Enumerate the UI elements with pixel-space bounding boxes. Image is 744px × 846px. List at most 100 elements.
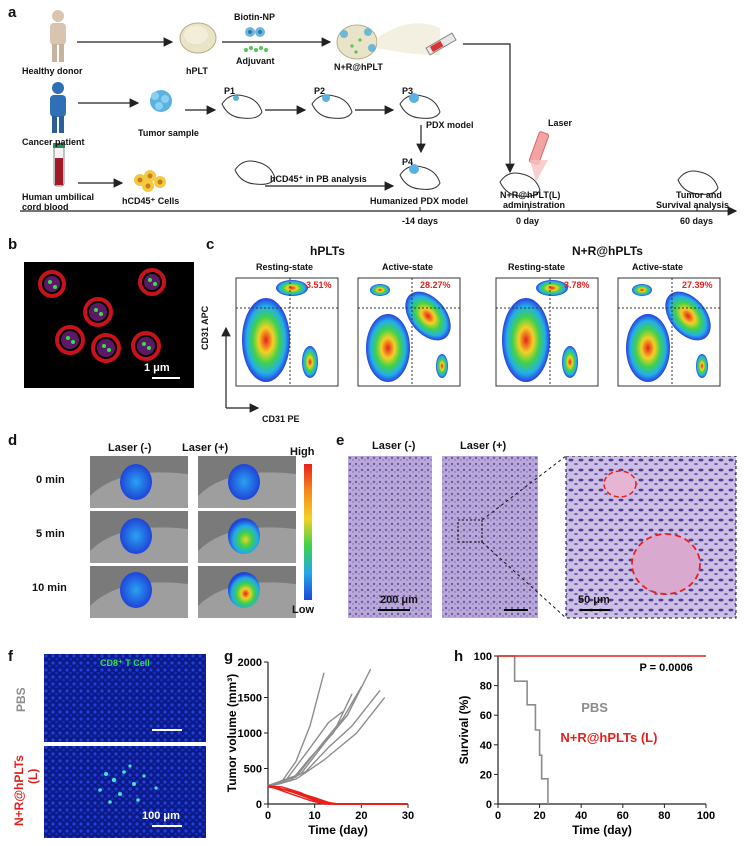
panel-h-x-label: Time (day) — [572, 823, 632, 837]
panel-h-y-tick-label: 80 — [480, 681, 492, 693]
laser-label: Laser — [548, 118, 573, 128]
adjuvant-label: Adjuvant — [236, 56, 275, 66]
panel-h-x-tick-label: 60 — [617, 810, 629, 822]
panel-h-y-tick-label: 60 — [480, 710, 492, 722]
panel-h-y-tick-label: 20 — [480, 769, 492, 781]
panel-c-flow-plots — [221, 277, 721, 413]
hcd45-cells-icon — [134, 170, 166, 192]
nr-hplt-icon — [336, 24, 378, 60]
humanized-pdx-label: Humanized PDX model — [370, 196, 469, 206]
panel-g-x-tick-label: 10 — [309, 810, 321, 822]
panel-g-y-tick-label: 2000 — [238, 657, 262, 669]
panel-g-x-tick-label: 30 — [402, 810, 414, 822]
panel-b-micrograph — [24, 262, 194, 388]
panel-c-yaxis: CD31 APC — [200, 305, 210, 350]
panel-d-letter: d — [8, 432, 18, 449]
panel-e-laser-neg: Laser (-) — [372, 440, 416, 452]
panel-c-pct-1: 3.51% — [306, 280, 332, 290]
panel-e-histology — [348, 456, 737, 619]
panel-g-y-label: Tumor volume (mm³) — [225, 674, 239, 792]
panel-h-y-tick-label: 100 — [474, 651, 492, 663]
panel-g-y-tick-label: 500 — [244, 764, 262, 776]
cord-blood-label-2: cord blood — [22, 202, 69, 212]
panel-f-letter: f — [8, 648, 13, 665]
panel-f-pbs-label: PBS — [14, 687, 28, 712]
panel-c-letter: c — [206, 236, 215, 253]
panel-f-scale: 100 μm — [142, 810, 180, 822]
panel-g-x-tick-label: 20 — [355, 810, 367, 822]
panel-f-cd8-label: CD8⁺ T Cell — [100, 658, 150, 668]
panel-d-t0: 0 min — [36, 474, 65, 486]
panel-g-treated-line-5 — [267, 785, 408, 805]
panel-h-chart: 0 20 40 60 80 100 0 20 40 60 80 100 Time (day) Surviv… — [457, 651, 715, 837]
panel-d-laser-pos: Laser (+) — [182, 442, 229, 454]
panel-g-pbs-line-2 — [267, 693, 353, 788]
nr-hplt-label: N+R@hPLT — [334, 62, 383, 72]
panel-g-pbs-line-0 — [267, 672, 325, 787]
tumor-survival-label-1: Tumor and — [676, 190, 722, 200]
panel-h-y-label: Survival (%) — [457, 696, 471, 765]
panel-c-pct-3: 3.78% — [564, 280, 590, 290]
panel-e-letter: e — [336, 432, 345, 449]
panel-g-y-tick-label: 0 — [256, 799, 262, 811]
panel-h-legend-pbs: PBS — [581, 700, 608, 715]
timeline-minus14: -14 days — [402, 216, 439, 226]
panel-a-schematic — [20, 10, 738, 216]
panel-c-resting-1: Resting-state — [256, 262, 314, 272]
hplt-label: hPLT — [186, 66, 208, 76]
panel-h-x-tick-label: 100 — [697, 810, 715, 822]
panel-g-treated-line-3 — [267, 785, 408, 805]
p4-label: P4 — [402, 157, 414, 167]
panel-e-scale2: 50 μm — [578, 594, 610, 606]
admin-label-1: N+R@hPLT(L) — [500, 190, 561, 200]
panel-g-x-tick-label: 0 — [265, 810, 271, 822]
syringe-icon — [425, 32, 457, 56]
panel-h-x-tick-label: 40 — [575, 810, 587, 822]
panel-g-y-tick-label: 1500 — [238, 693, 262, 705]
pdx-model-label: PDX model — [426, 120, 474, 130]
hcd45-pb-label: hCD45⁺ in PB analysis — [270, 174, 367, 184]
panel-g-pbs-line-3 — [267, 686, 362, 787]
panel-c-pct-2: 28.27% — [420, 280, 451, 290]
panel-h-series-line-0 — [498, 655, 549, 804]
panel-b-letter: b — [8, 236, 18, 253]
cord-blood-label-1: Human umbilical — [22, 192, 95, 202]
panel-h-x-tick-label: 20 — [533, 810, 545, 822]
tumor-sample-label: Tumor sample — [138, 128, 199, 138]
panel-h-y-tick-label: 0 — [486, 799, 492, 811]
panel-g-pbs-line-4 — [267, 668, 372, 788]
panel-e-scale1: 200 μm — [380, 594, 418, 606]
panel-g-y-tick-label: 1000 — [238, 728, 262, 740]
panel-c-active-2: Active-state — [632, 262, 684, 272]
tumor-sample-icon — [150, 90, 172, 112]
panel-d-low: Low — [292, 604, 314, 616]
panel-d-t5: 5 min — [36, 528, 65, 540]
panel-g-chart: 0 10 20 30 0 500 1000 1500 2000 Time (day) Tumor v… — [225, 657, 414, 837]
hplt-icon — [179, 22, 217, 54]
panel-g-letter: g — [224, 648, 234, 665]
panel-c-active-1: Active-state — [382, 262, 434, 272]
panel-g-pbs-line-6 — [267, 697, 386, 787]
panel-c-resting-2: Resting-state — [508, 262, 566, 272]
p1-label: P1 — [224, 86, 236, 96]
p2-label: P2 — [314, 86, 326, 96]
panel-f-nr-label-2: (L) — [26, 768, 40, 784]
panel-h-legend-nr: N+R@hPLTs (L) — [560, 730, 657, 745]
healthy-donor-icon — [50, 10, 66, 62]
hcd45-cells-label: hCD45⁺ Cells — [122, 196, 180, 206]
panel-b-scale: 1 μm — [144, 362, 170, 374]
panel-d-laser-neg: Laser (-) — [108, 442, 152, 454]
healthy-donor-label: Healthy donor — [22, 66, 83, 76]
timeline-0: 0 day — [516, 216, 540, 226]
panel-c-group2: N+R@hPLTs — [572, 244, 643, 258]
panel-d-high: High — [290, 446, 315, 458]
panel-d-colorbar — [304, 464, 312, 600]
cord-blood-icon — [53, 143, 65, 187]
cancer-patient-label: Cancer patient — [22, 137, 85, 147]
timeline-60: 60 days — [680, 216, 714, 226]
panel-g-treated-line-1 — [267, 784, 408, 805]
panel-a-letter: a — [8, 4, 17, 21]
panel-h-pvalue: P = 0.0006 — [639, 662, 692, 674]
panel-h-letter: h — [454, 648, 464, 665]
laser-beam-icon — [528, 131, 550, 182]
